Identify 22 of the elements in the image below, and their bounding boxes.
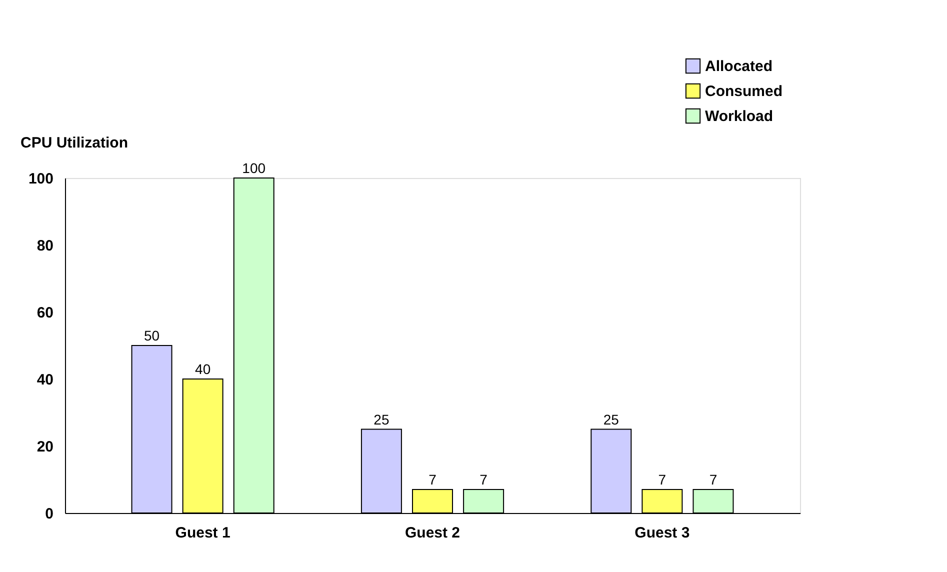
y-tick-label: 80 xyxy=(36,238,54,254)
y-tick-label: 100 xyxy=(28,170,54,188)
legend-label: Allocated xyxy=(705,58,773,75)
legend-label: Consumed xyxy=(705,83,783,100)
data-label: 25 xyxy=(374,411,390,428)
y-tick-label: 20 xyxy=(36,438,54,456)
data-label: 50 xyxy=(144,328,160,344)
legend-label: Workload xyxy=(705,108,774,125)
x-tick-label: Guest 3 xyxy=(634,524,690,542)
x-tick-label: Guest 1 xyxy=(175,524,230,542)
data-label: 40 xyxy=(195,361,211,377)
y-axis-title: CPU Utilization xyxy=(20,134,128,152)
y-tick-label: 0 xyxy=(45,506,54,522)
data-label: 100 xyxy=(242,160,266,176)
y-tick-label: 40 xyxy=(36,372,54,388)
x-tick-label: Guest 2 xyxy=(404,524,460,542)
data-label: 7 xyxy=(428,472,437,488)
data-label: 7 xyxy=(480,472,488,488)
data-label: 25 xyxy=(603,411,620,428)
data-label: 7 xyxy=(709,472,718,488)
y-tick-label: 60 xyxy=(36,304,54,322)
data-label: 7 xyxy=(658,472,666,488)
